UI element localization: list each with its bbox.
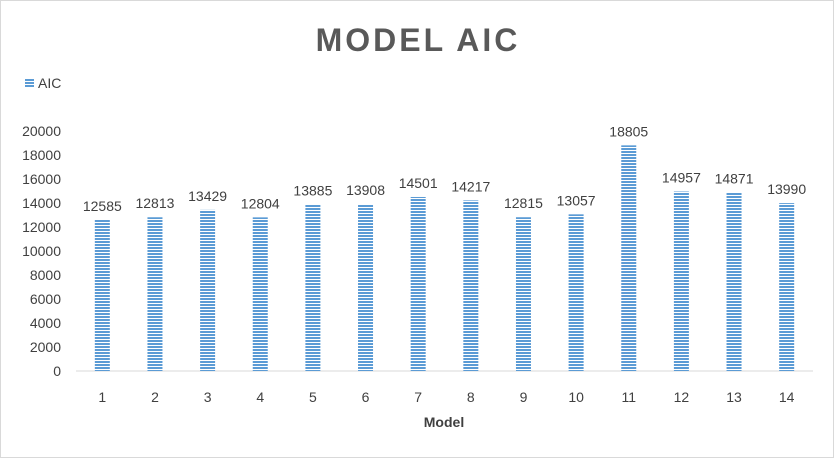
bar-model-6 <box>358 204 374 371</box>
bar-model-1 <box>94 219 110 371</box>
y-tick-label: 6000 <box>30 291 61 307</box>
data-label: 14957 <box>662 170 701 186</box>
bar-model-3 <box>200 209 216 371</box>
x-tick-label: 14 <box>779 389 795 405</box>
bar-model-12 <box>673 191 689 371</box>
data-label: 13990 <box>767 181 806 197</box>
x-tick-label: 3 <box>204 389 212 405</box>
data-label: 13908 <box>346 182 385 198</box>
bar-model-11 <box>621 145 637 371</box>
y-tick-label: 16000 <box>22 171 61 187</box>
chart-title: MODEL AIC <box>316 22 521 58</box>
y-tick-label: 0 <box>53 363 61 379</box>
legend: AIC <box>25 75 61 91</box>
data-label: 13885 <box>293 182 332 198</box>
x-tick-label: 2 <box>151 389 159 405</box>
y-tick-label: 20000 <box>22 123 61 139</box>
x-tick-label: 12 <box>674 389 690 405</box>
data-label: 14501 <box>399 175 438 191</box>
x-tick-label: 1 <box>98 389 106 405</box>
y-tick-label: 2000 <box>30 339 61 355</box>
data-label: 12813 <box>135 195 174 211</box>
y-tick-label: 14000 <box>22 195 61 211</box>
x-axis-ticks: 1 2 3 4 5 6 7 8 9 10 11 12 13 14 <box>98 389 794 405</box>
legend-label: AIC <box>38 75 61 91</box>
x-tick-label: 5 <box>309 389 317 405</box>
bar-model-8 <box>463 200 479 371</box>
bar-model-5 <box>305 204 321 371</box>
bar-model-4 <box>252 217 268 371</box>
y-axis: 0 2000 4000 6000 8000 10000 12000 14000 16000 180… <box>22 123 61 379</box>
data-label: 18805 <box>609 123 648 139</box>
y-tick-label: 8000 <box>30 267 61 283</box>
x-tick-label: 11 <box>621 389 636 405</box>
bar-model-13 <box>726 192 742 371</box>
bar-model-14 <box>779 203 795 371</box>
data-label: 12804 <box>241 195 280 211</box>
bars <box>94 145 795 371</box>
data-label: 12815 <box>504 195 543 211</box>
data-label: 14217 <box>451 178 490 194</box>
data-label: 12585 <box>83 198 122 214</box>
y-tick-label: 4000 <box>30 315 61 331</box>
data-label: 13057 <box>557 192 596 208</box>
x-tick-label: 8 <box>467 389 475 405</box>
y-tick-label: 12000 <box>22 219 61 235</box>
x-tick-label: 6 <box>362 389 370 405</box>
data-labels: 12585 12813 13429 12804 13885 13908 14501 14217… <box>83 123 807 214</box>
x-tick-label: 10 <box>568 389 584 405</box>
y-tick-label: 18000 <box>22 147 61 163</box>
x-tick-label: 13 <box>726 389 742 405</box>
x-tick-label: 4 <box>256 389 264 405</box>
x-tick-label: 9 <box>520 389 528 405</box>
data-label: 14871 <box>715 171 754 187</box>
bar-model-10 <box>568 214 584 371</box>
bar-model-7 <box>410 196 426 371</box>
bar-model-9 <box>515 217 531 371</box>
bar-model-2 <box>147 217 163 371</box>
legend-swatch <box>25 78 34 87</box>
data-label: 13429 <box>188 188 227 204</box>
x-axis-title: Model <box>424 414 464 430</box>
y-tick-label: 10000 <box>22 243 61 259</box>
x-tick-label: 7 <box>414 389 422 405</box>
